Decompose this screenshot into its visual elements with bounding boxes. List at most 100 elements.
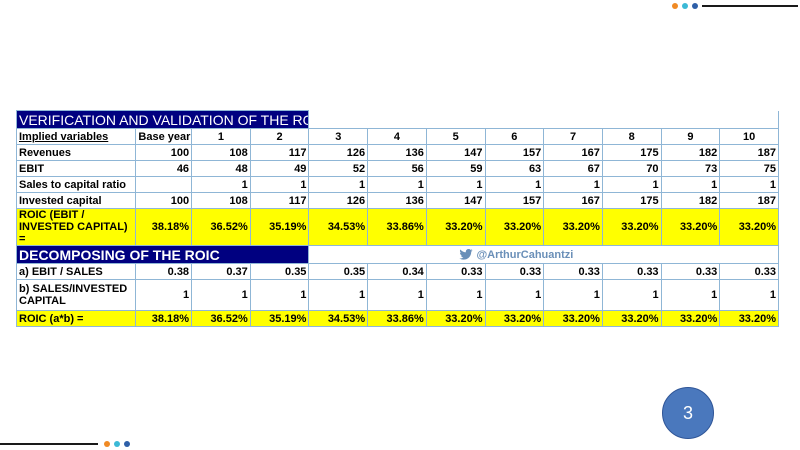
row-value: 0.35 <box>308 263 369 280</box>
title-row: VERIFICATION AND VALIDATION OF THE ROIC <box>15 110 779 129</box>
row-label: ROIC (a*b) = <box>15 310 137 327</box>
row-value: 1 <box>425 279 486 311</box>
row-value: 73 <box>660 160 721 177</box>
header-cell: 1 <box>191 128 251 145</box>
row-value: 59 <box>425 160 486 177</box>
row-value: 75 <box>719 160 779 177</box>
row-value: 182 <box>660 192 721 209</box>
row-value: 1 <box>249 176 310 193</box>
row-value: 100 <box>135 144 193 161</box>
table-row: ROIC (a*b) = 38.18% 36.52% 35.19% 34.53% 33.8… <box>15 310 779 327</box>
row-value: 1 <box>308 279 369 311</box>
row-value: 0.34 <box>367 263 427 280</box>
row-value: 46 <box>135 160 193 177</box>
row-value: 0.33 <box>484 263 545 280</box>
row-value: 34.53% <box>308 208 369 246</box>
row-value: 157 <box>484 192 545 209</box>
header-cell: 5 <box>425 128 486 145</box>
row-value: 187 <box>719 192 779 209</box>
row-value: 1 <box>601 279 662 311</box>
row-value: 52 <box>308 160 369 177</box>
row-value: 182 <box>660 144 721 161</box>
row-value: 167 <box>543 144 603 161</box>
row-value: 48 <box>191 160 251 177</box>
row-value: 1 <box>191 176 251 193</box>
row-value: 175 <box>601 192 662 209</box>
dot-teal <box>114 441 120 447</box>
row-value: 36.52% <box>191 310 251 327</box>
row-value: 0.38 <box>135 263 193 280</box>
table-row: EBIT 46 48 49 52 56 59 63 67 70 73 75 <box>15 160 779 177</box>
row-value: 1 <box>543 279 603 311</box>
watermark-cell: @ArthurCahuantzi <box>308 245 779 264</box>
row-value: 108 <box>191 144 251 161</box>
row-value: 33.20% <box>719 208 779 246</box>
row-value: 108 <box>191 192 251 209</box>
row-value: 100 <box>135 192 193 209</box>
row-value: 1 <box>367 176 427 193</box>
row-value: 1 <box>719 279 779 311</box>
watermark-text: @ArthurCahuantzi <box>476 248 574 261</box>
row-value: 157 <box>484 144 545 161</box>
dot-blue <box>692 3 698 9</box>
bottom-left-decoration <box>0 441 134 447</box>
row-value: 175 <box>601 144 662 161</box>
table-row: Invested capital 100 108 117 126 136 147 157 167… <box>15 192 779 209</box>
row-value: 33.20% <box>543 310 603 327</box>
row-value: 0.33 <box>660 263 721 280</box>
watermark: @ArthurCahuantzi <box>459 249 776 261</box>
row-value: 1 <box>308 176 369 193</box>
page-number-badge: 3 <box>662 387 714 439</box>
row-value: 1 <box>484 279 545 311</box>
section2-title: DECOMPOSING OF THE ROIC <box>15 245 310 264</box>
row-value: 0.33 <box>601 263 662 280</box>
row-label: b) SALES/INVESTED CAPITAL <box>15 279 137 311</box>
row-value: 38.18% <box>135 310 193 327</box>
row-value: 33.20% <box>484 208 545 246</box>
row-value: 33.20% <box>601 208 662 246</box>
row-value: 1 <box>719 176 779 193</box>
row-value: 33.20% <box>660 208 721 246</box>
row-value: 187 <box>719 144 779 161</box>
row-value: 33.86% <box>367 310 427 327</box>
table-row: ROIC (EBIT / INVESTED CAPITAL) = 38.18% 36… <box>15 208 779 246</box>
row-value: 1 <box>191 279 251 311</box>
table-row: a) EBIT / SALES 0.38 0.37 0.35 0.35 0.34 0.33 0… <box>15 263 779 280</box>
row-value: 147 <box>425 192 486 209</box>
dot-blue <box>124 441 130 447</box>
table-row: Sales to capital ratio 1 1 1 1 1 1 1 1 1 1 <box>15 176 779 193</box>
row-value: 0.33 <box>719 263 779 280</box>
row-label: Sales to capital ratio <box>15 176 137 193</box>
dot-orange <box>672 3 678 9</box>
row-value: 136 <box>367 144 427 161</box>
table-row: b) SALES/INVESTED CAPITAL 1 1 1 1 1 1 1 1 1 1 1 <box>15 279 779 311</box>
header-cell: 8 <box>601 128 662 145</box>
row-value: 38.18% <box>135 208 193 246</box>
row-value: 33.20% <box>484 310 545 327</box>
table-body: VERIFICATION AND VALIDATION OF THE ROIC … <box>15 110 779 327</box>
row-label: EBIT <box>15 160 137 177</box>
header-cell: 2 <box>249 128 310 145</box>
header-cell: 6 <box>484 128 545 145</box>
dot-teal <box>682 3 688 9</box>
section2-title-row: DECOMPOSING OF THE ROIC @ArthurCahuantzi <box>15 245 779 264</box>
row-value: 1 <box>367 279 427 311</box>
row-value: 34.53% <box>308 310 369 327</box>
row-value: 67 <box>543 160 603 177</box>
row-label: a) EBIT / SALES <box>15 263 137 280</box>
row-value: 70 <box>601 160 662 177</box>
row-value: 0.37 <box>191 263 251 280</box>
table-row: Revenues 100 108 117 126 136 147 157 167 175 182 18… <box>15 144 779 161</box>
row-value: 33.20% <box>425 310 486 327</box>
header-label: Implied variables <box>15 128 137 145</box>
row-value: 1 <box>660 176 721 193</box>
row-value: 33.20% <box>543 208 603 246</box>
row-value: 35.19% <box>249 310 310 327</box>
header-cell: 7 <box>543 128 603 145</box>
decor-line <box>0 443 98 445</box>
row-value: 56 <box>367 160 427 177</box>
roic-table: VERIFICATION AND VALIDATION OF THE ROIC … <box>15 110 779 327</box>
row-value: 1 <box>425 176 486 193</box>
row-value: 117 <box>249 144 310 161</box>
row-label: ROIC (EBIT / INVESTED CAPITAL) = <box>15 208 137 246</box>
